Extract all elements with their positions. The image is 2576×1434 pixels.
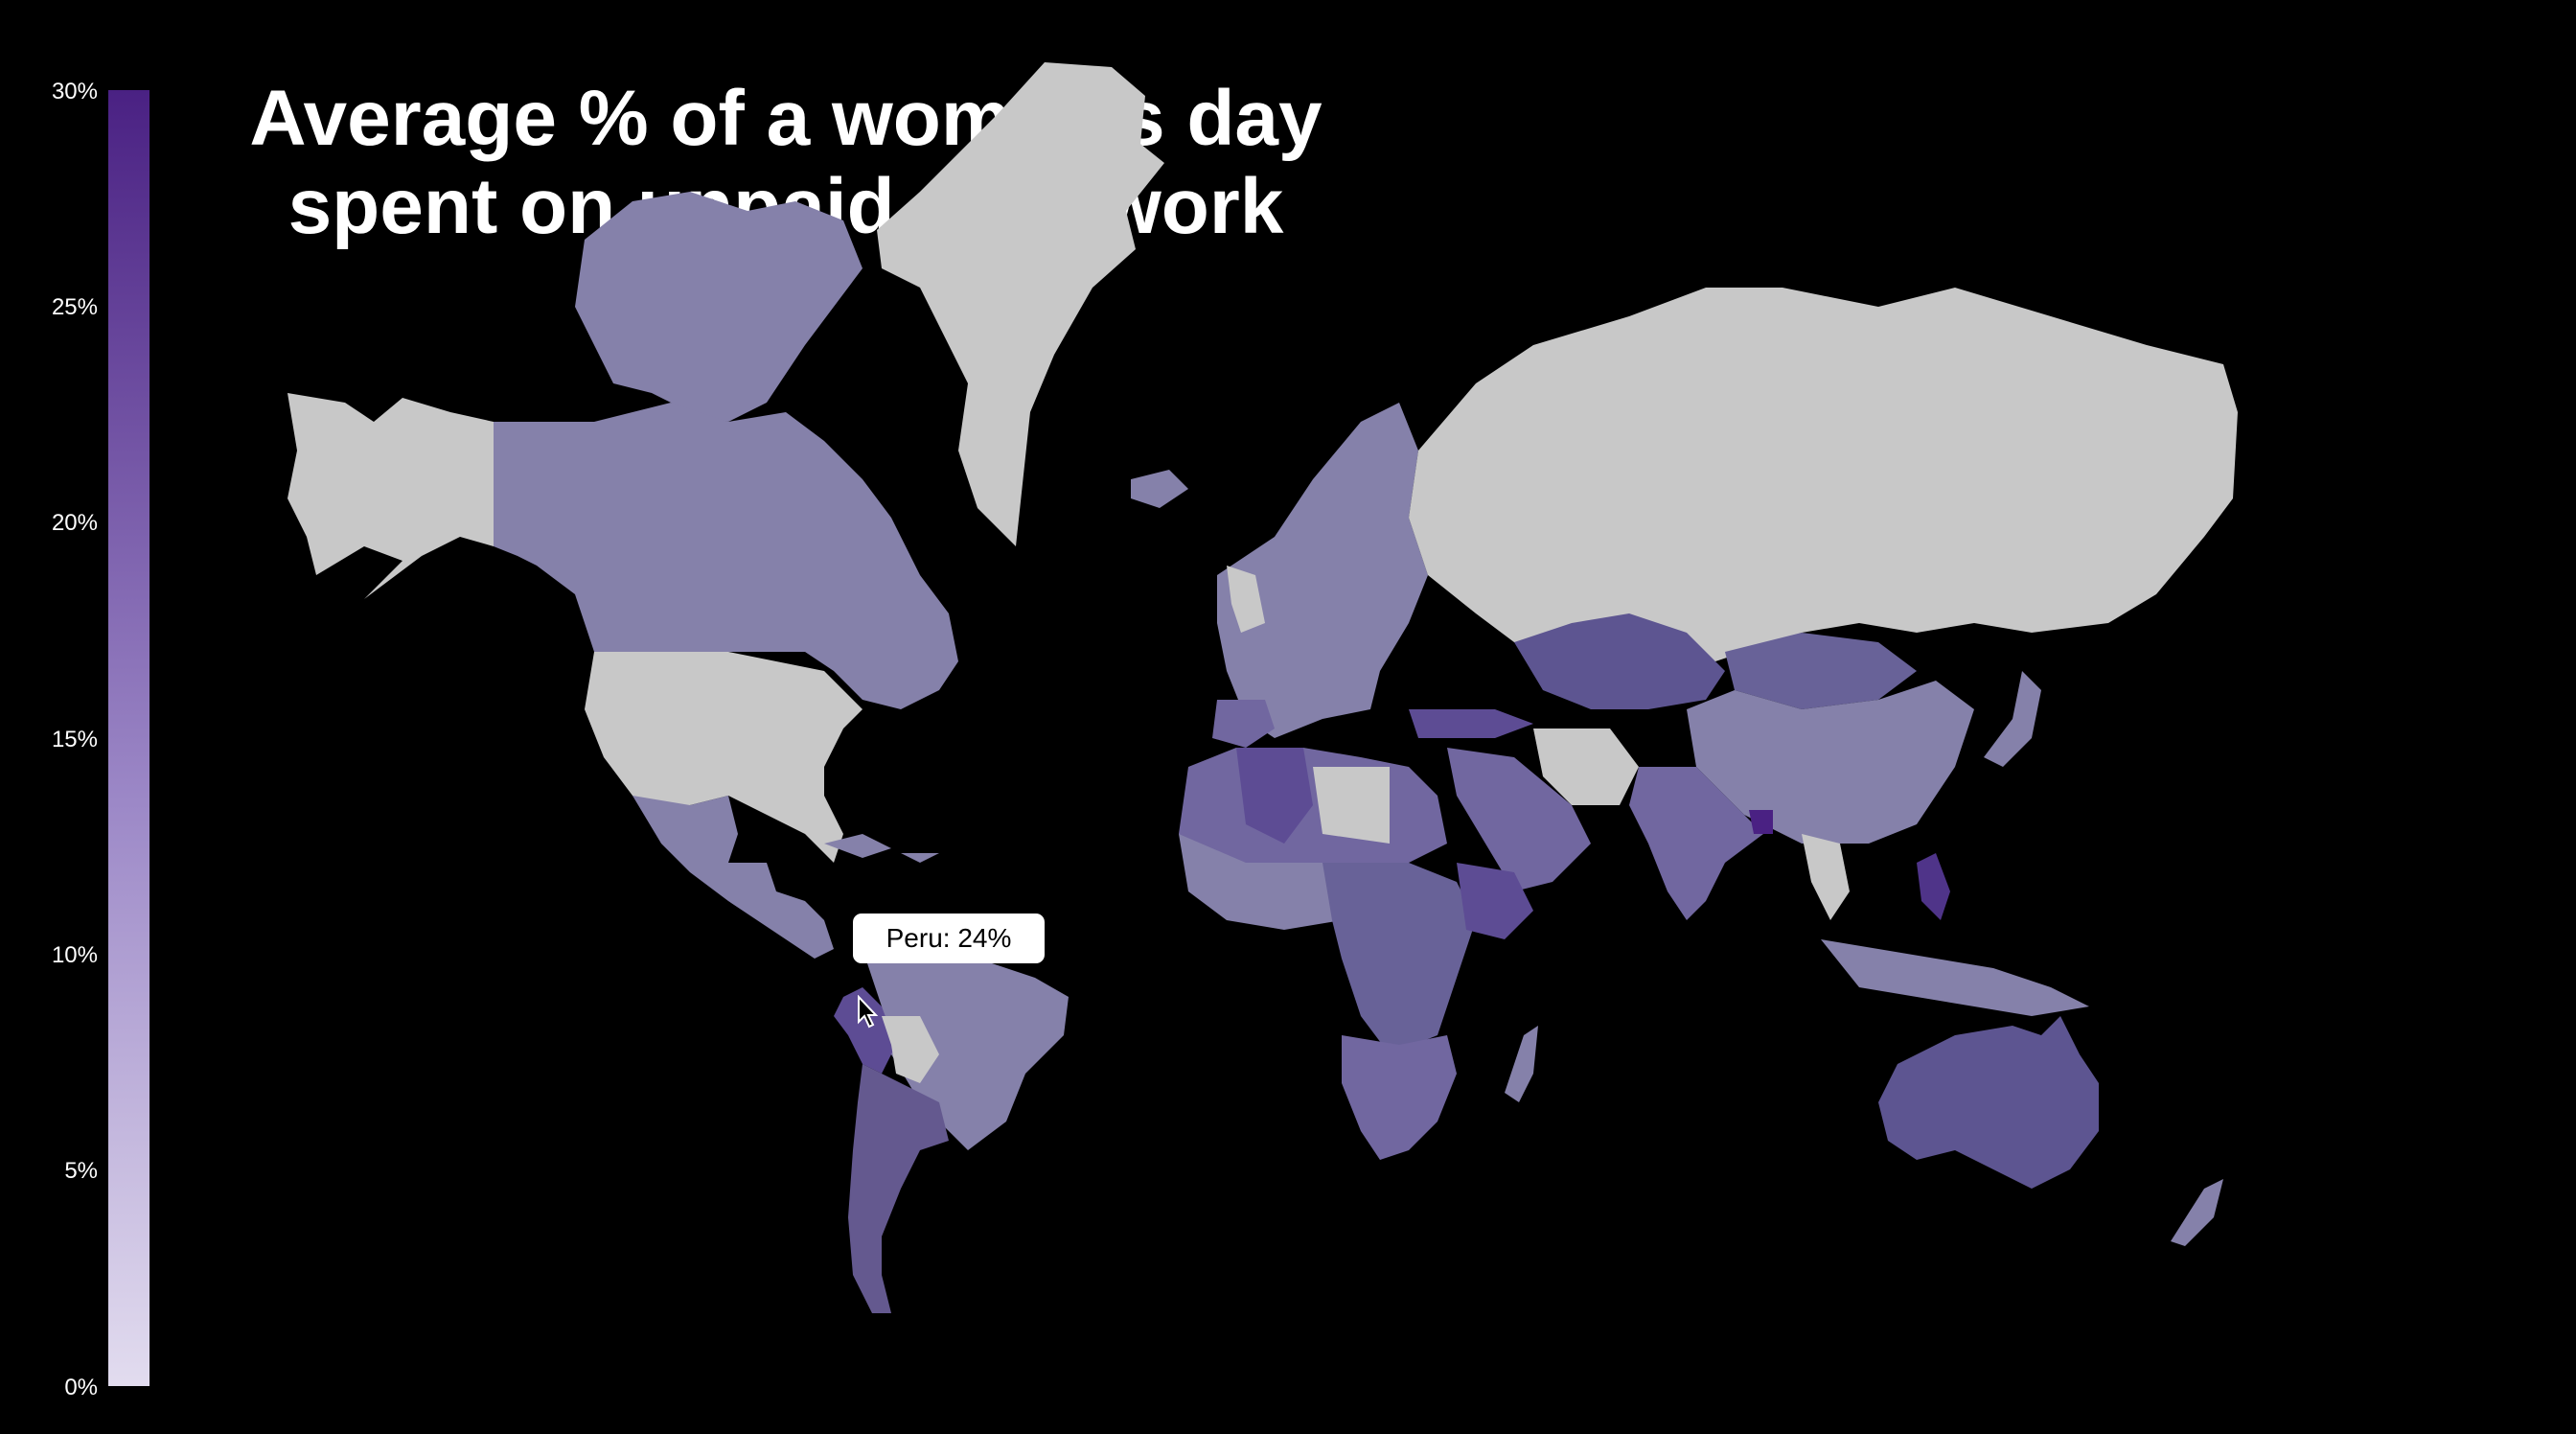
region-thailand[interactable] (1802, 834, 1850, 920)
region-kazakhstan[interactable] (1514, 613, 1725, 709)
region-russia[interactable] (1409, 288, 2238, 671)
region-west-africa[interactable] (1179, 834, 1361, 930)
region-australia[interactable] (1878, 1016, 2099, 1189)
region-philippines[interactable] (1917, 853, 1950, 920)
legend-tick-5: 5% (64, 1158, 98, 1184)
region-caribbean[interactable] (824, 834, 939, 863)
legend-tick-15: 15% (51, 727, 98, 752)
region-algeria[interactable] (1236, 748, 1313, 844)
region-mexico[interactable] (632, 796, 834, 959)
region-japan[interactable] (1984, 671, 2041, 767)
region-europe[interactable] (1217, 403, 1428, 738)
legend-tick-20: 20% (51, 510, 98, 536)
region-bangladesh[interactable] (1749, 810, 1773, 834)
region-bolivia[interactable] (882, 1016, 939, 1083)
legend-tick-10: 10% (51, 942, 98, 968)
legend-tick-30: 30% (51, 79, 98, 104)
region-new-zealand[interactable] (2171, 1179, 2223, 1246)
region-southeast-asia[interactable] (1821, 939, 2089, 1016)
region-canada[interactable] (494, 403, 958, 709)
legend-tick-0: 0% (64, 1375, 98, 1400)
region-uk[interactable] (1227, 566, 1265, 633)
region-central-africa[interactable] (1322, 863, 1476, 1054)
region-mongolia[interactable] (1725, 633, 1917, 709)
region-argentina[interactable] (848, 1064, 949, 1313)
legend-tick-25: 25% (51, 294, 98, 320)
region-ethiopia[interactable] (1457, 863, 1533, 939)
region-china[interactable] (1687, 681, 1974, 844)
color-scale-legend (108, 90, 150, 1386)
region-india[interactable] (1629, 767, 1763, 920)
region-arctic-islands[interactable] (575, 192, 862, 422)
region-peru[interactable] (834, 987, 896, 1074)
region-brazil[interactable] (862, 939, 1069, 1150)
region-iceland[interactable] (1131, 470, 1188, 508)
region-madagascar[interactable] (1505, 1026, 1538, 1102)
region-greenland[interactable] (877, 62, 1164, 546)
region-iran[interactable] (1533, 729, 1639, 805)
region-southern-africa[interactable] (1342, 1035, 1457, 1160)
mouse-cursor-icon (858, 995, 879, 1029)
region-iberia[interactable] (1212, 700, 1275, 748)
region-turkey[interactable] (1409, 709, 1533, 738)
region-alaska[interactable] (288, 393, 494, 599)
country-tooltip: Peru: 24% (853, 914, 1045, 963)
region-libya[interactable] (1313, 767, 1390, 844)
region-arabia[interactable] (1447, 748, 1591, 891)
